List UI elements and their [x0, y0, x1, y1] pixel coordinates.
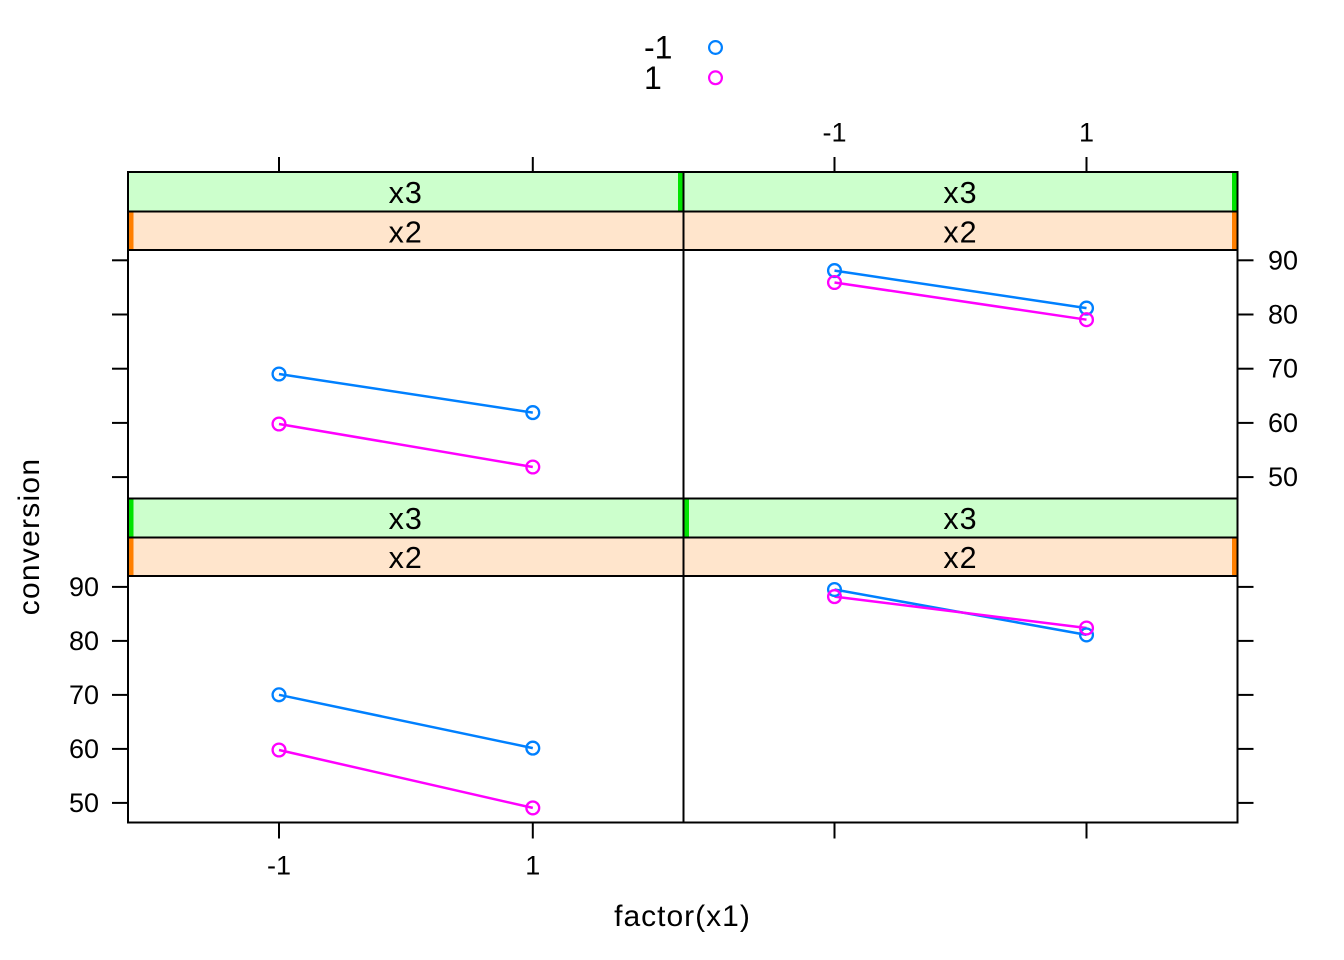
svg-text:1: 1	[1079, 118, 1094, 148]
svg-text:90: 90	[69, 572, 99, 602]
svg-text:60: 60	[1268, 408, 1298, 438]
svg-text:x2: x2	[389, 216, 423, 250]
svg-text:x3: x3	[943, 502, 977, 536]
svg-text:90: 90	[1268, 245, 1298, 275]
svg-text:1: 1	[525, 851, 540, 881]
svg-text:-1: -1	[822, 118, 846, 148]
svg-text:x2: x2	[389, 541, 423, 575]
svg-text:80: 80	[69, 626, 99, 656]
svg-text:x3: x3	[389, 176, 423, 210]
svg-text:x3: x3	[389, 502, 423, 536]
svg-text:50: 50	[69, 788, 99, 818]
svg-text:x3: x3	[943, 176, 977, 210]
svg-text:x2: x2	[943, 541, 977, 575]
svg-text:-1: -1	[267, 851, 291, 881]
svg-text:70: 70	[69, 680, 99, 710]
svg-text:factor(x1): factor(x1)	[614, 900, 751, 933]
svg-text:70: 70	[1268, 354, 1298, 384]
svg-text:x2: x2	[943, 216, 977, 250]
svg-text:-1: -1	[644, 30, 672, 66]
svg-text:conversion: conversion	[13, 458, 46, 616]
svg-text:80: 80	[1268, 300, 1298, 330]
svg-text:50: 50	[1268, 462, 1298, 492]
svg-text:1: 1	[644, 60, 662, 96]
svg-text:60: 60	[69, 734, 99, 764]
